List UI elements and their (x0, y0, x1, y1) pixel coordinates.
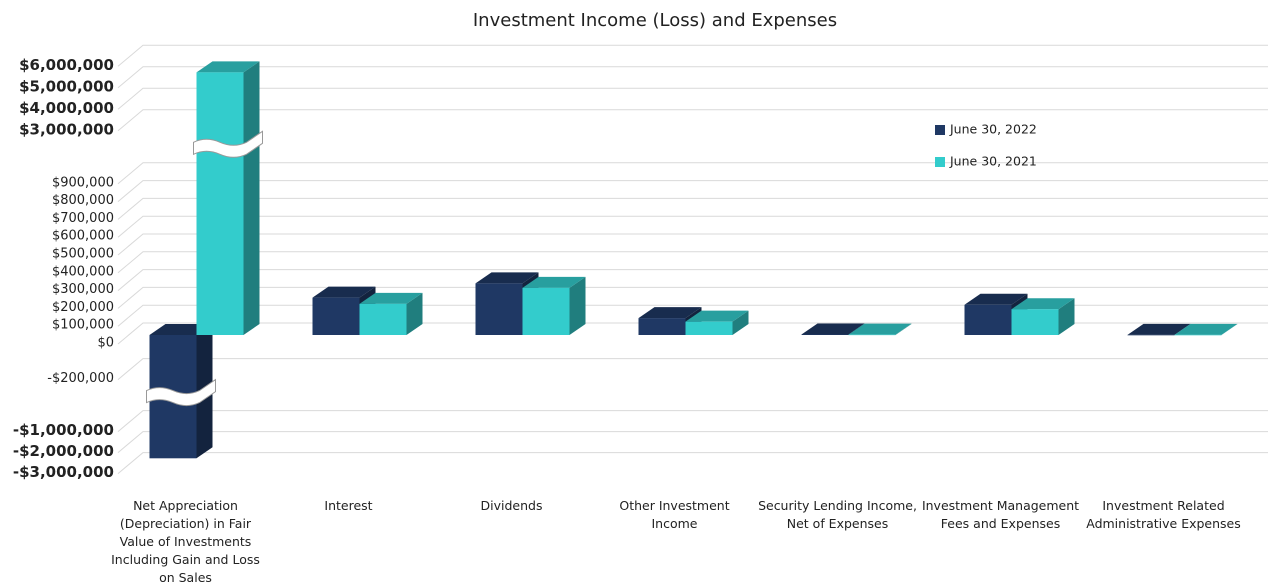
bar (196, 72, 244, 335)
grid-line (117, 197, 1268, 220)
y-tick-label: $0 (97, 336, 114, 351)
grid-line (117, 233, 1268, 256)
bar-side (1221, 323, 1238, 335)
grid-line (117, 452, 1268, 474)
y-tick-label: $5,000,000 (19, 77, 114, 95)
legend-label: June 30, 2021 (949, 154, 1037, 169)
bar-side (243, 61, 260, 335)
x-tick-label: Investment Related Administrative Expens… (1086, 498, 1241, 531)
bar-top (685, 310, 749, 322)
bar (848, 334, 896, 336)
y-tick-label: $500,000 (52, 247, 114, 262)
bar-side (895, 323, 912, 335)
bar (1174, 334, 1222, 336)
grid-line (117, 269, 1268, 291)
x-tick-label: Security Lending Income, Net of Expenses (758, 498, 917, 531)
x-tick-label: Investment Management Fees and Expenses (921, 498, 1080, 531)
grid-line (117, 286, 1268, 309)
bar-side (406, 292, 423, 335)
bar-top (1174, 323, 1238, 335)
bar (1127, 334, 1175, 336)
y-tick-label: $400,000 (52, 264, 114, 279)
legend-swatch (935, 157, 945, 167)
bar (685, 321, 733, 335)
bar-top (848, 323, 912, 335)
grid-line (117, 162, 1268, 185)
bar-top (196, 61, 260, 73)
legend-swatch (935, 125, 945, 135)
y-tick-label: $6,000,000 (19, 56, 114, 74)
bar (359, 303, 407, 335)
y-tick-label: -$200,000 (47, 371, 114, 386)
bar (312, 297, 360, 335)
y-tick-label: $900,000 (52, 175, 114, 190)
bar (801, 334, 849, 335)
grid (117, 44, 1268, 474)
axis-break (146, 378, 216, 407)
bar-top (801, 323, 865, 335)
grid-line (117, 322, 1268, 345)
bar-top (638, 307, 702, 319)
x-tick-label: Interest (324, 498, 373, 513)
bar-side (1058, 298, 1075, 335)
y-tick-label: -$2,000,000 (13, 442, 114, 460)
grid-line (117, 44, 1268, 67)
x-tick-label: Dividends (480, 498, 543, 513)
bar (522, 287, 570, 335)
bar-top (359, 292, 423, 304)
y-tick-label: $300,000 (52, 282, 114, 297)
y-tick-label: $700,000 (52, 211, 114, 226)
bar (638, 318, 686, 335)
bar (1011, 309, 1059, 335)
bar-top (964, 293, 1028, 305)
x-tick-label: Other Investment Income (619, 498, 730, 531)
grid-line (117, 304, 1268, 327)
bar (964, 304, 1012, 335)
bar-top (312, 286, 376, 298)
axis-break (193, 130, 263, 158)
grid-line (117, 66, 1268, 89)
y-tick-label: $800,000 (52, 193, 114, 208)
y-tick-label: $200,000 (52, 300, 114, 315)
y-tick-label: $100,000 (52, 318, 114, 333)
bar-top (1127, 323, 1191, 335)
legend-label: June 30, 2022 (949, 122, 1037, 137)
y-tick-label: -$1,000,000 (13, 421, 114, 439)
grid-line (117, 215, 1268, 238)
y-tick-label: -$3,000,000 (13, 463, 114, 481)
grid-line (117, 251, 1268, 274)
bar-top (522, 276, 586, 288)
bar (475, 283, 523, 335)
y-tick-label: $600,000 (52, 229, 114, 244)
grid-line (117, 109, 1268, 132)
y-tick-label: $3,000,000 (19, 120, 114, 138)
grid-line (117, 180, 1268, 202)
y-tick-label: $4,000,000 (19, 99, 114, 117)
bar-top (475, 272, 539, 284)
bar-side (732, 310, 749, 335)
chart-title: Investment Income (Loss) and Expenses (473, 10, 837, 31)
bar-top (1011, 298, 1075, 310)
grid-line (117, 87, 1268, 110)
bar-side (569, 276, 586, 335)
grid-line (117, 431, 1268, 453)
x-tick-label: Net Appreciation (Depreciation) in Fair … (111, 498, 260, 585)
grid-line (117, 358, 1268, 380)
grid-line (117, 410, 1268, 432)
